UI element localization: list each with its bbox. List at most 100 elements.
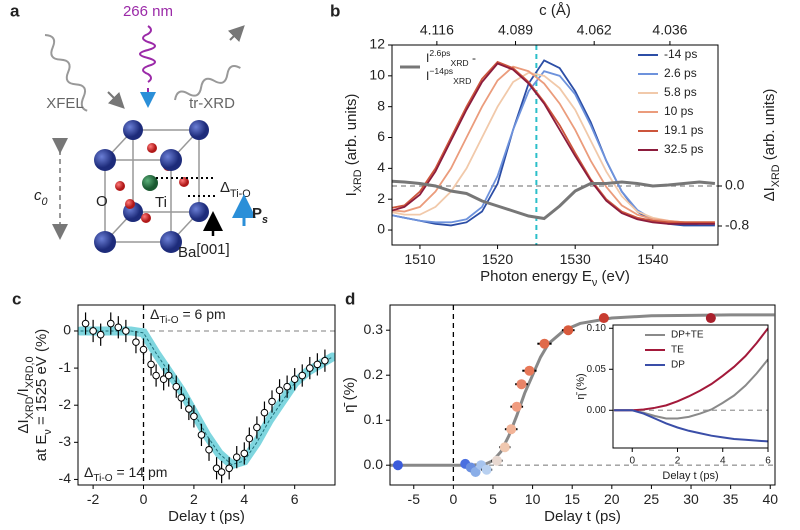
data-point — [185, 405, 193, 413]
tick-label: 0 — [629, 456, 635, 467]
data-point — [164, 371, 173, 380]
data-point — [197, 431, 206, 439]
tick-label: 10 — [369, 67, 385, 83]
xrd-arrow — [227, 25, 245, 43]
data-point — [491, 455, 502, 466]
y-axis-label: η̄ (%) — [575, 373, 587, 399]
legend-label: 2.6 ps — [664, 66, 697, 80]
data-point — [506, 424, 517, 435]
tick-label: 12 — [369, 36, 385, 52]
y2-axis-label: ΔIXRD (arb. units) — [761, 89, 782, 202]
y-axis-label: IXRD (arb. units) — [343, 94, 364, 197]
data-point — [516, 379, 527, 390]
tick-label: 6 — [765, 456, 771, 467]
series-line — [614, 358, 768, 420]
annotation: ΔTi-O = 14 pm — [84, 464, 167, 484]
data-point — [96, 330, 105, 339]
data-point — [470, 466, 481, 477]
data-point — [275, 386, 284, 395]
tick-label: 8 — [377, 97, 385, 113]
tick-label: -2 — [87, 491, 100, 507]
source-label: XFEL — [46, 95, 84, 112]
data-point — [321, 356, 329, 365]
legend-label: 10 ps — [664, 104, 693, 118]
tick-label: 1540 — [637, 251, 668, 267]
data-point — [598, 313, 609, 324]
legend-label: 32.5 ps — [664, 142, 703, 156]
tick-label: 40 — [762, 491, 778, 507]
data-point — [268, 397, 276, 406]
plot — [613, 327, 768, 443]
y-axis-label: ΔIXRD/IXRD,0 — [15, 356, 36, 433]
polarization-label: Ps — [252, 205, 268, 226]
x-axis-label: Delay t (ps) — [168, 508, 245, 525]
tick-label: 0.2 — [364, 366, 384, 382]
data-point — [539, 338, 550, 349]
data-point — [81, 319, 90, 328]
legend-label: I2.6psXRD - — [426, 48, 476, 68]
chart: 1510 1520 1530 1540 0 2 4 6 8 10 12 4.116 4.089 4.062… — [369, 22, 749, 267]
tick-label: 0.0 — [364, 456, 384, 472]
axes-frame — [77, 304, 336, 486]
xfel-arrow — [107, 91, 125, 109]
series-line — [392, 65, 715, 224]
data-point — [212, 464, 221, 473]
data-point — [705, 313, 716, 324]
wavelength: 266 nm — [123, 3, 173, 20]
y-axis-label: at Eν = 1525 eV (%) — [33, 329, 54, 462]
xfel-beam — [44, 34, 88, 112]
tick-label: 0.3 — [364, 321, 384, 337]
data-point — [190, 412, 198, 421]
tick-label: 1510 — [404, 251, 435, 267]
tick-label: 4.116 — [420, 22, 454, 38]
chart: -2 0 2 4 6 0 -1 -2 -3 -4 — [59, 304, 336, 507]
tick-label: -0.8 — [725, 217, 749, 233]
tick-label: 1520 — [482, 251, 513, 267]
titanium-label: Ti — [155, 194, 167, 211]
data-point — [306, 364, 314, 372]
panel-a: a 266 nm XFEL tr-XRD c0 O Ti Ba — [10, 1, 268, 260]
displacement-label: ΔTi-O — [220, 179, 251, 200]
plot — [390, 305, 775, 485]
data-point — [114, 323, 123, 332]
tick-label: 0 — [377, 221, 385, 237]
tick-label: 0 — [63, 322, 71, 338]
data-point — [253, 423, 261, 432]
tick-label: 6 — [377, 128, 385, 144]
x-axis-label: Delay t (ps) — [544, 508, 621, 525]
tick-label: 4 — [377, 159, 385, 175]
tick-label: 2 — [377, 190, 385, 206]
legend-label: 5.8 ps — [664, 85, 697, 99]
tick-label: 2 — [675, 456, 681, 467]
axes-frame — [391, 44, 719, 246]
chart: 0 2 4 6 0.00 0.05 0.10 — [587, 323, 772, 467]
tick-label: 10 — [525, 491, 541, 507]
panel-label: d — [345, 289, 355, 308]
oxygen-label: O — [96, 193, 108, 210]
tick-label: 4 — [240, 491, 248, 507]
data-point — [313, 360, 322, 369]
tick-label: 0.0 — [725, 177, 745, 193]
pump-pulse — [139, 25, 156, 83]
series-line — [392, 179, 716, 221]
x-axis-label: Photon energy Eν (eV) — [480, 268, 630, 289]
tick-label: 15 — [564, 491, 580, 507]
tick-label: -3 — [59, 433, 72, 449]
tick-label: 0 — [449, 491, 457, 507]
tick-label: 5 — [489, 491, 497, 507]
tick-label: 25 — [644, 491, 660, 507]
plot — [78, 305, 335, 485]
data-point — [159, 375, 168, 384]
barium-label: Ba — [178, 244, 197, 261]
data-point — [283, 382, 291, 391]
tick-label: 4.089 — [498, 22, 533, 38]
data-point — [240, 449, 249, 458]
tick-label: 4.062 — [577, 22, 612, 38]
tick-label: 30 — [683, 491, 699, 507]
series-line — [614, 409, 768, 443]
x2-axis-label: c (Å) — [539, 2, 571, 19]
panel-label: b — [330, 1, 340, 20]
tick-label: -4 — [59, 470, 72, 486]
panel-label: c — [12, 289, 21, 308]
series-line — [614, 327, 768, 412]
